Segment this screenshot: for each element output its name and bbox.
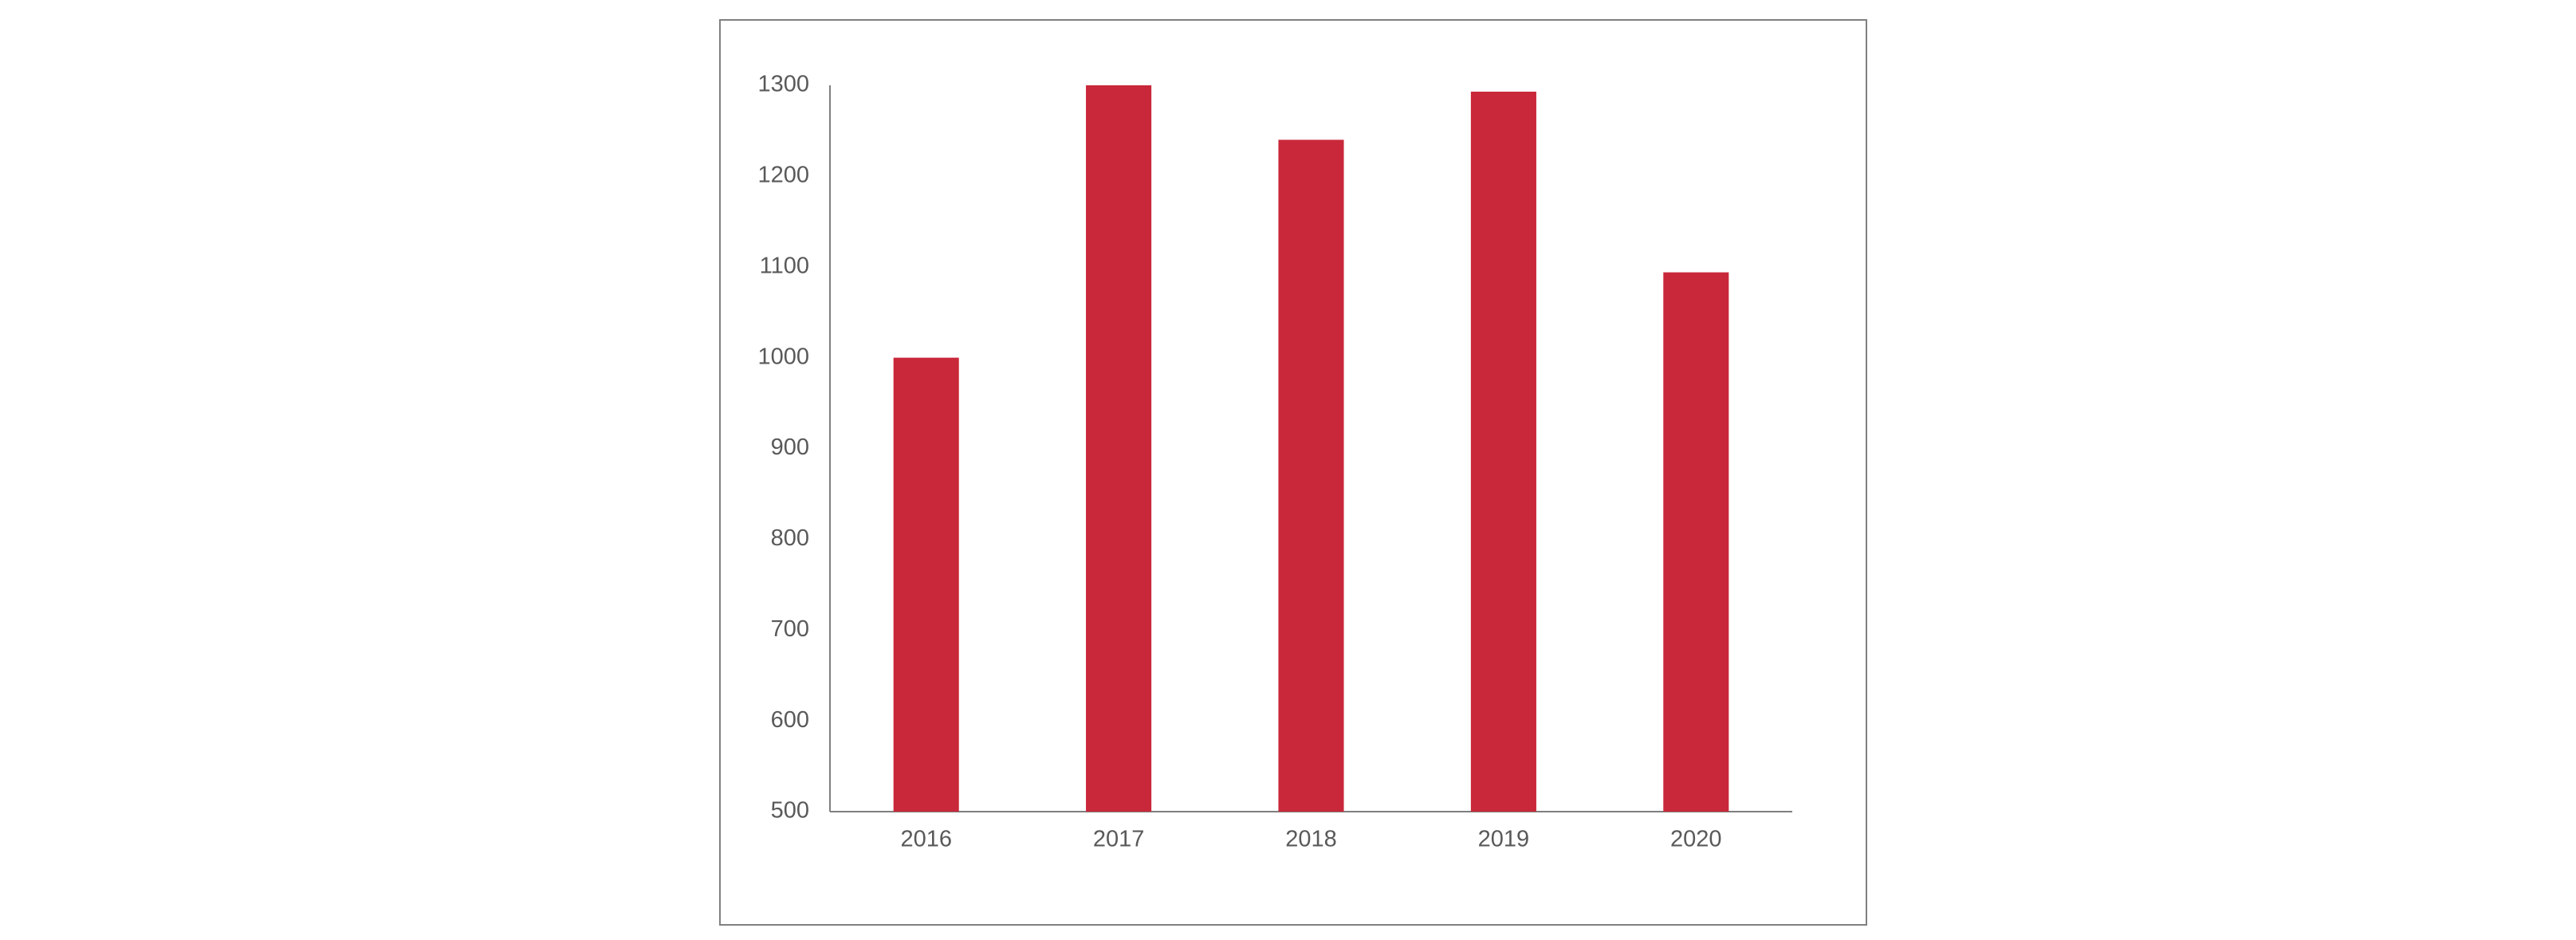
x-tick-label: 2017 bbox=[1093, 827, 1145, 852]
x-tick-label: 2018 bbox=[1285, 827, 1337, 852]
y-tick-label: 1000 bbox=[757, 344, 809, 369]
x-tick-label: 2020 bbox=[1670, 827, 1722, 852]
y-tick-label: 600 bbox=[771, 707, 809, 733]
y-tick-label: 900 bbox=[771, 435, 809, 460]
x-tick-label: 2016 bbox=[900, 827, 952, 852]
bar bbox=[1086, 85, 1152, 812]
bar bbox=[893, 357, 959, 812]
y-tick-label: 1100 bbox=[760, 253, 809, 278]
bar bbox=[1663, 272, 1729, 812]
y-tick-label: 700 bbox=[771, 616, 809, 642]
bar bbox=[1470, 91, 1536, 812]
y-tick-label: 1200 bbox=[757, 163, 809, 188]
y-tick-label: 1300 bbox=[757, 72, 809, 97]
y-tick-label: 800 bbox=[771, 525, 809, 551]
x-tick-label: 2019 bbox=[1478, 827, 1530, 852]
y-tick-label: 500 bbox=[771, 798, 809, 824]
bar bbox=[1278, 140, 1344, 812]
